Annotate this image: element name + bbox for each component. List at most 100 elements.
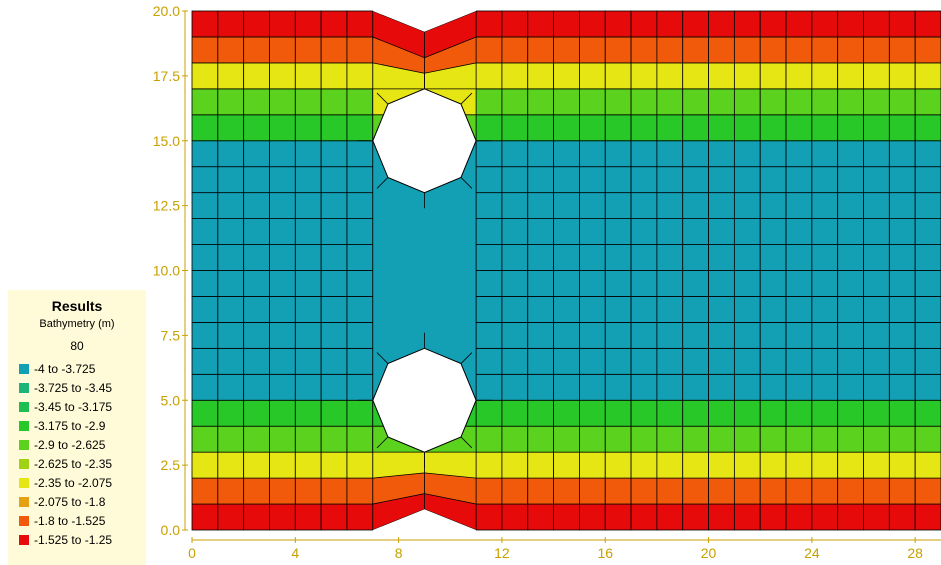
mesh-cell bbox=[294, 166, 322, 194]
mesh-cell bbox=[837, 477, 864, 505]
mesh-cell bbox=[294, 62, 322, 90]
mesh-cell bbox=[579, 270, 606, 297]
mesh-cell bbox=[759, 373, 787, 401]
mesh-cell bbox=[759, 218, 787, 245]
mesh-cell bbox=[759, 10, 787, 38]
mesh-cell bbox=[346, 114, 374, 142]
mesh-cell bbox=[630, 347, 658, 375]
mesh-cell bbox=[785, 321, 813, 349]
mesh-cell bbox=[269, 477, 296, 505]
mesh-cell bbox=[733, 140, 761, 168]
mesh-cell bbox=[553, 321, 580, 349]
mesh-cell bbox=[191, 477, 219, 505]
mesh-cell bbox=[733, 10, 761, 38]
mesh-cell bbox=[888, 373, 916, 401]
mesh-cell bbox=[527, 166, 554, 194]
mesh-cell bbox=[888, 399, 916, 427]
mesh-cell bbox=[811, 244, 839, 271]
mesh-cell bbox=[708, 270, 735, 297]
mesh-cell bbox=[708, 10, 735, 38]
x-tick-label: 0 bbox=[188, 545, 196, 561]
mesh-cell bbox=[656, 296, 684, 323]
mesh-cell bbox=[708, 503, 735, 531]
x-tick-label: 16 bbox=[597, 545, 613, 561]
mesh-edge bbox=[460, 436, 473, 449]
mesh-cell bbox=[733, 270, 761, 297]
mesh-cell bbox=[501, 451, 529, 479]
mesh-cell bbox=[708, 88, 735, 116]
mesh-cell bbox=[527, 503, 554, 531]
mesh-cell bbox=[914, 166, 941, 194]
mesh-cell bbox=[217, 373, 245, 401]
mesh-cell bbox=[811, 192, 839, 219]
mesh-cell bbox=[294, 218, 322, 245]
mesh-cell bbox=[759, 36, 787, 64]
mesh-cell bbox=[759, 192, 787, 219]
mesh-cell bbox=[501, 140, 529, 168]
mesh-cell bbox=[243, 218, 270, 245]
mesh-cell bbox=[294, 477, 322, 505]
mesh-cell bbox=[553, 218, 580, 245]
mesh-cell bbox=[579, 425, 606, 453]
mesh-cell bbox=[785, 244, 813, 271]
mesh-cell bbox=[501, 218, 529, 245]
mesh-cell bbox=[604, 373, 632, 401]
mesh-cell bbox=[346, 321, 374, 349]
mesh-cell bbox=[733, 347, 761, 375]
mesh-cell bbox=[759, 244, 787, 271]
mesh-cell bbox=[269, 399, 296, 427]
mesh-cell bbox=[863, 166, 890, 194]
obstacle-hole bbox=[372, 347, 477, 453]
legend-label: -3.45 to -3.175 bbox=[34, 400, 113, 414]
y-tick-label: 7.5 bbox=[161, 327, 181, 343]
mesh-cell bbox=[243, 347, 270, 375]
mesh-cell bbox=[888, 114, 916, 142]
mesh-cell bbox=[733, 399, 761, 427]
mesh-cell bbox=[346, 296, 374, 323]
mesh-cell bbox=[682, 244, 709, 271]
mesh-cell bbox=[888, 425, 916, 453]
mesh-cell bbox=[294, 321, 322, 349]
mesh-cell bbox=[604, 10, 632, 38]
mesh-cell bbox=[630, 373, 658, 401]
mesh-cell bbox=[708, 114, 735, 142]
mesh-cell bbox=[837, 347, 864, 375]
mesh-cell bbox=[527, 62, 554, 90]
mesh-cell bbox=[501, 503, 529, 531]
mesh-cell bbox=[475, 140, 503, 168]
mesh-cell bbox=[785, 477, 813, 505]
mesh-cell bbox=[656, 166, 684, 194]
mesh-cell bbox=[837, 140, 864, 168]
mesh-cell bbox=[863, 62, 890, 90]
mesh-cell bbox=[863, 347, 890, 375]
mesh-cell bbox=[604, 270, 632, 297]
mesh-cell bbox=[269, 451, 296, 479]
mesh-cell bbox=[527, 399, 554, 427]
mesh-cell bbox=[320, 503, 348, 531]
mesh-cell bbox=[656, 62, 684, 90]
mesh-cell bbox=[243, 321, 270, 349]
mesh-cell bbox=[656, 244, 684, 271]
mesh-cell bbox=[863, 373, 890, 401]
mesh-cell bbox=[733, 425, 761, 453]
mesh-cell bbox=[191, 425, 219, 453]
mesh-cell bbox=[863, 88, 890, 116]
mesh-cell bbox=[682, 114, 709, 142]
mesh-cell bbox=[914, 10, 941, 38]
mesh-cell bbox=[888, 218, 916, 245]
mesh-cell bbox=[682, 321, 709, 349]
mesh-cell bbox=[811, 166, 839, 194]
mesh-cell bbox=[320, 296, 348, 323]
mesh-cell bbox=[475, 477, 503, 505]
mesh-cell bbox=[837, 62, 864, 90]
mesh-cell bbox=[501, 10, 529, 38]
mesh-cell bbox=[682, 192, 709, 219]
mesh-cell bbox=[294, 296, 322, 323]
mesh-cell bbox=[682, 503, 709, 531]
mesh-cell bbox=[888, 166, 916, 194]
mesh-cell bbox=[320, 321, 348, 349]
mesh-cell bbox=[217, 114, 245, 142]
mesh-cell bbox=[708, 296, 735, 323]
mesh-cell bbox=[243, 244, 270, 271]
mesh-cell bbox=[759, 503, 787, 531]
